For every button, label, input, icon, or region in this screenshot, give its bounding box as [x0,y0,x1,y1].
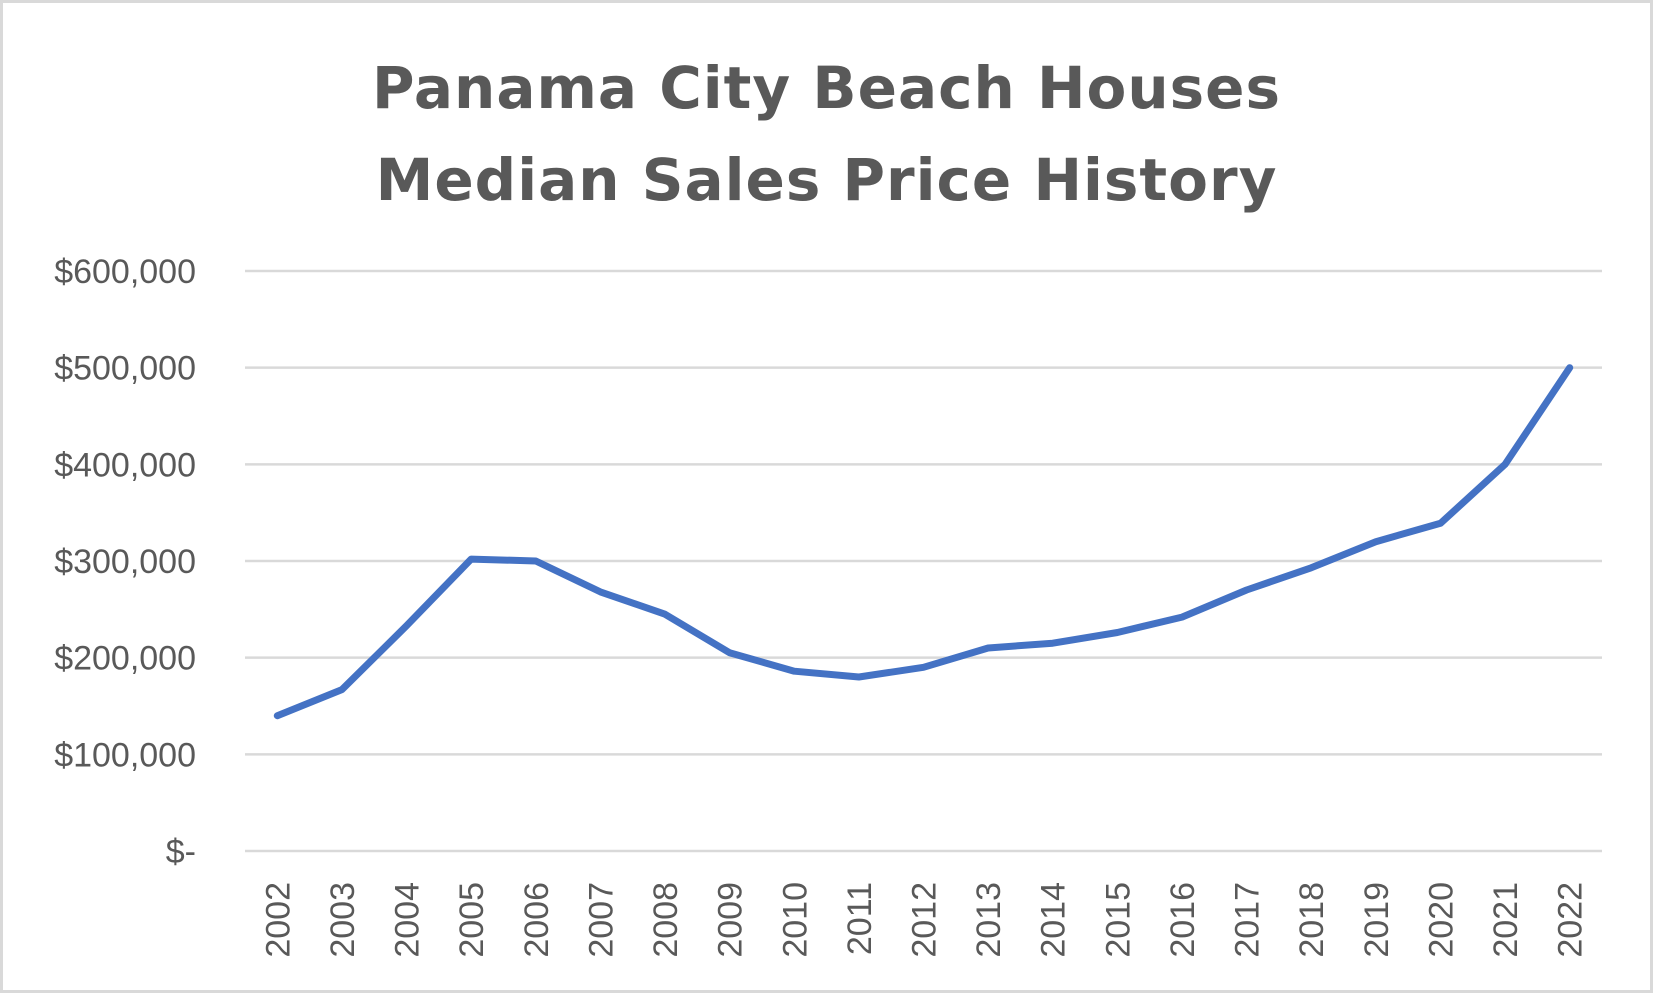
y-tick-label: $400,000 [54,446,196,484]
x-tick-label: 2015 [1099,882,1137,958]
y-tick-label: $300,000 [54,543,196,581]
y-tick-label: $100,000 [54,736,196,774]
x-tick-label: 2021 [1487,882,1525,958]
y-tick-label: $- [166,833,196,871]
x-tick-label: 2011 [841,882,879,955]
y-axis-labels: $- $100,000 $200,000 $300,000 $400,000 $500,0… [54,253,196,871]
median-price-line [273,364,1574,720]
x-tick-label: 2017 [1229,882,1267,958]
x-tick-label: 2019 [1358,882,1396,958]
x-tick-label: 2008 [647,882,685,958]
y-tick-label: $600,000 [54,253,196,291]
x-axis-labels: 2002 2003 2004 2005 2006 2007 2008 2009 2010 2011… [259,882,1589,958]
chart-title: Panama City Beach Houses Median Sales Pr… [0,42,1653,226]
x-tick-label: 2018 [1293,882,1331,958]
x-tick-label: 2004 [389,882,427,958]
x-tick-label: 2022 [1552,882,1590,958]
x-tick-label: 2014 [1035,882,1073,958]
x-tick-label: 2006 [518,882,556,958]
x-tick-label: 2012 [906,882,944,958]
chart-title-line-1: Panama City Beach Houses [371,54,1282,122]
x-tick-label: 2003 [324,882,362,958]
x-tick-label: 2016 [1164,882,1202,958]
x-tick-label: 2007 [582,882,620,958]
y-tick-label: $500,000 [54,350,196,388]
gridlines [245,269,1602,853]
x-tick-label: 2009 [712,882,750,958]
y-tick-label: $200,000 [54,640,196,678]
x-tick-label: 2020 [1422,882,1460,958]
x-tick-label: 2002 [259,882,297,958]
x-tick-label: 2013 [970,882,1008,958]
chart-title-line-2: Median Sales Price History [375,146,1278,214]
x-tick-label: 2010 [776,882,814,958]
x-tick-label: 2005 [453,882,491,958]
